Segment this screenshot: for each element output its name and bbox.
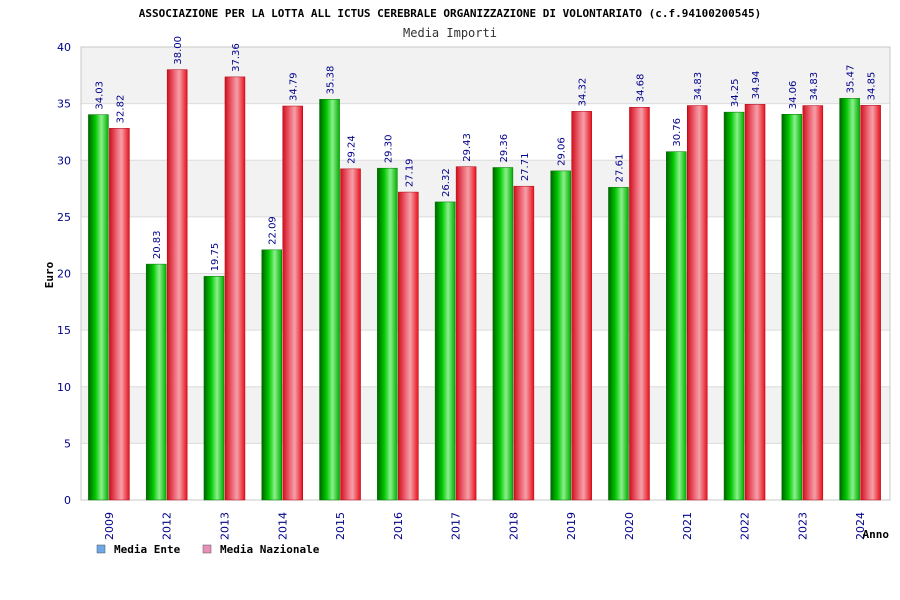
- x-tick-label-2015: 2015: [334, 512, 347, 540]
- bar-media-ente-2009: [88, 114, 109, 501]
- value-label-media-nazionale-2017: 29.43: [462, 133, 473, 162]
- y-tick-label: 15: [57, 324, 71, 337]
- value-label-media-ente-2014: 22.09: [268, 216, 279, 245]
- legend: Media Ente Media Nazionale: [96, 543, 320, 556]
- bar-media-nazionale-2020: [629, 106, 650, 501]
- x-tick-label-2019: 2019: [565, 512, 578, 540]
- y-tick-label: 35: [57, 98, 71, 111]
- value-label-media-nazionale-2023: 34.83: [809, 72, 820, 101]
- x-tick-label-2017: 2017: [450, 512, 463, 540]
- x-tick-label-2020: 2020: [623, 512, 636, 540]
- x-tick-label-2014: 2014: [276, 512, 289, 540]
- bar-media-ente-2015: [319, 99, 340, 501]
- value-label-media-ente-2012: 20.83: [152, 230, 163, 259]
- value-label-media-nazionale-2009: 32.82: [115, 95, 126, 124]
- x-tick-label-2024: 2024: [854, 512, 867, 540]
- x-tick-label-2023: 2023: [796, 512, 809, 540]
- value-label-media-nazionale-2015: 29.24: [347, 135, 358, 164]
- bar-media-ente-2017: [434, 201, 456, 501]
- bar-media-ente-2020: [608, 187, 629, 501]
- grid-band: [81, 47, 890, 104]
- grid-band: [81, 386, 890, 444]
- bar-media-ente-2024: [839, 98, 860, 501]
- y-tick-label: 25: [57, 211, 71, 224]
- bar-media-ente-2012: [145, 263, 167, 501]
- bar-media-nazionale-2023: [802, 105, 824, 501]
- x-tick-label-2021: 2021: [681, 512, 694, 540]
- value-label-media-ente-2009: 34.03: [94, 81, 105, 110]
- value-label-media-ente-2020: 27.61: [614, 154, 625, 183]
- legend-swatch-media-ente: [96, 544, 106, 554]
- bar-media-ente-2018: [492, 167, 514, 501]
- value-label-media-nazionale-2021: 34.83: [693, 72, 704, 101]
- value-label-media-nazionale-2014: 34.79: [289, 72, 300, 101]
- bar-media-nazionale-2015: [340, 168, 361, 501]
- value-label-media-nazionale-2020: 34.68: [635, 74, 646, 103]
- value-label-media-nazionale-2024: 34.85: [867, 72, 878, 101]
- bar-media-ente-2021: [666, 151, 687, 501]
- chart-title: ASSOCIAZIONE PER LA LOTTA ALL ICTUS CERE…: [139, 7, 762, 20]
- value-label-media-ente-2024: 35.47: [846, 65, 857, 94]
- x-tick-label-2018: 2018: [507, 512, 520, 540]
- bar-media-nazionale-2013: [224, 76, 246, 501]
- bar-media-nazionale-2019: [571, 111, 592, 501]
- value-label-media-ente-2021: 30.76: [672, 118, 683, 147]
- x-tick-label-2012: 2012: [161, 512, 174, 540]
- y-axis-ticks: 0 5 10 15 20 25 30 35 40: [57, 41, 71, 507]
- value-label-media-nazionale-2019: 34.32: [578, 78, 589, 107]
- bar-media-nazionale-2012: [166, 69, 188, 501]
- value-label-media-nazionale-2016: 27.19: [404, 158, 415, 187]
- y-tick-label: 10: [57, 381, 71, 394]
- x-axis-label: Anno: [863, 528, 890, 541]
- bar-media-nazionale-2017: [455, 166, 477, 501]
- bar-media-ente-2013: [203, 276, 225, 501]
- y-tick-label: 30: [57, 154, 71, 167]
- bar-media-nazionale-2016: [398, 191, 419, 501]
- x-tick-label-2016: 2016: [392, 512, 405, 540]
- value-label-media-ente-2016: 29.30: [383, 135, 394, 164]
- legend-swatch-media-nazionale: [202, 544, 212, 554]
- y-tick-label: 40: [57, 41, 71, 54]
- legend-label-media-ente: Media Ente: [114, 543, 181, 556]
- plot-frame: [80, 46, 891, 501]
- y-tick-label: 5: [64, 437, 71, 450]
- value-label-media-ente-2013: 19.75: [210, 243, 221, 272]
- value-label-media-nazionale-2012: 38.00: [173, 36, 184, 65]
- x-tick-label-2009: 2009: [103, 512, 116, 540]
- chart-subtitle: Media Importi: [403, 26, 497, 40]
- value-label-media-ente-2018: 29.36: [499, 134, 510, 163]
- value-label-media-ente-2015: 35.38: [326, 66, 337, 95]
- bar-media-nazionale-2014: [282, 105, 303, 501]
- legend-label-media-nazionale: Media Nazionale: [220, 543, 320, 556]
- bar-media-nazionale-2018: [513, 185, 535, 501]
- bar-media-nazionale-2024: [860, 105, 881, 501]
- grid-band: [81, 273, 890, 331]
- bars: [88, 69, 881, 501]
- value-label-media-nazionale-2022: 34.94: [751, 71, 762, 100]
- value-labels: 34.03 32.82 20.83 38.00 19.75 37.36 22.09 34.79…: [94, 36, 877, 271]
- value-label-media-nazionale-2018: 27.71: [520, 153, 531, 182]
- x-axis-ticks: 2009 2012 2013 2014 2015 2016 2017 2018 2019 2020…: [103, 512, 867, 540]
- value-label-media-nazionale-2013: 37.36: [231, 43, 242, 72]
- bar-media-ente-2023: [781, 114, 803, 501]
- x-tick-label-2013: 2013: [218, 512, 231, 540]
- y-tick-label: 0: [64, 494, 71, 507]
- bar-media-nazionale-2022: [744, 104, 766, 501]
- y-tick-label: 20: [57, 268, 71, 281]
- bar-media-ente-2016: [377, 167, 398, 501]
- y-axis-label: Euro: [43, 261, 56, 288]
- value-label-media-ente-2022: 34.25: [730, 78, 741, 107]
- value-label-media-ente-2023: 34.06: [788, 81, 799, 110]
- bar-media-ente-2014: [261, 249, 282, 501]
- bar-media-ente-2019: [550, 170, 571, 501]
- bar-media-nazionale-2021: [687, 105, 708, 501]
- grid-band: [81, 160, 890, 217]
- value-label-media-ente-2017: 26.32: [441, 168, 452, 197]
- x-tick-label-2022: 2022: [739, 512, 752, 540]
- value-label-media-ente-2019: 29.06: [557, 137, 568, 166]
- bar-media-nazionale-2009: [109, 128, 130, 501]
- bar-media-ente-2022: [723, 111, 745, 501]
